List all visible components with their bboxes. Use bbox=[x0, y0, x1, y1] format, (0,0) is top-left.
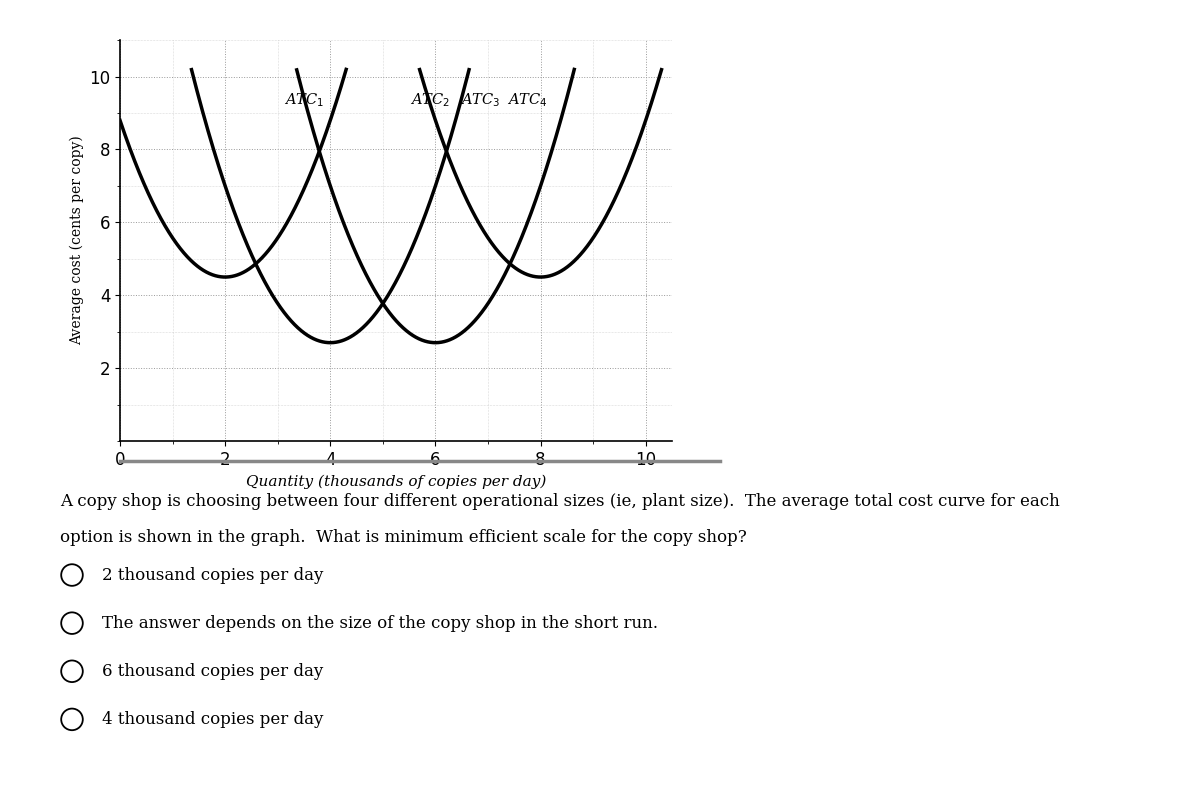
Y-axis label: Average cost (cents per copy): Average cost (cents per copy) bbox=[70, 136, 84, 346]
Text: 2 thousand copies per day: 2 thousand copies per day bbox=[102, 566, 323, 584]
Text: ATC$_2$: ATC$_2$ bbox=[410, 91, 450, 109]
Text: 4 thousand copies per day: 4 thousand copies per day bbox=[102, 711, 323, 728]
Text: option is shown in the graph.  What is minimum efficient scale for the copy shop: option is shown in the graph. What is mi… bbox=[60, 529, 746, 546]
Text: ATC$_3$: ATC$_3$ bbox=[460, 91, 500, 109]
X-axis label: Quantity (thousands of copies per day): Quantity (thousands of copies per day) bbox=[246, 474, 546, 488]
Text: The answer depends on the size of the copy shop in the short run.: The answer depends on the size of the co… bbox=[102, 614, 658, 632]
Text: ATC$_4$: ATC$_4$ bbox=[508, 91, 547, 109]
Text: ATC$_1$: ATC$_1$ bbox=[284, 91, 324, 109]
Text: A copy shop is choosing between four different operational sizes (ie, plant size: A copy shop is choosing between four dif… bbox=[60, 493, 1060, 510]
Text: 6 thousand copies per day: 6 thousand copies per day bbox=[102, 662, 323, 680]
